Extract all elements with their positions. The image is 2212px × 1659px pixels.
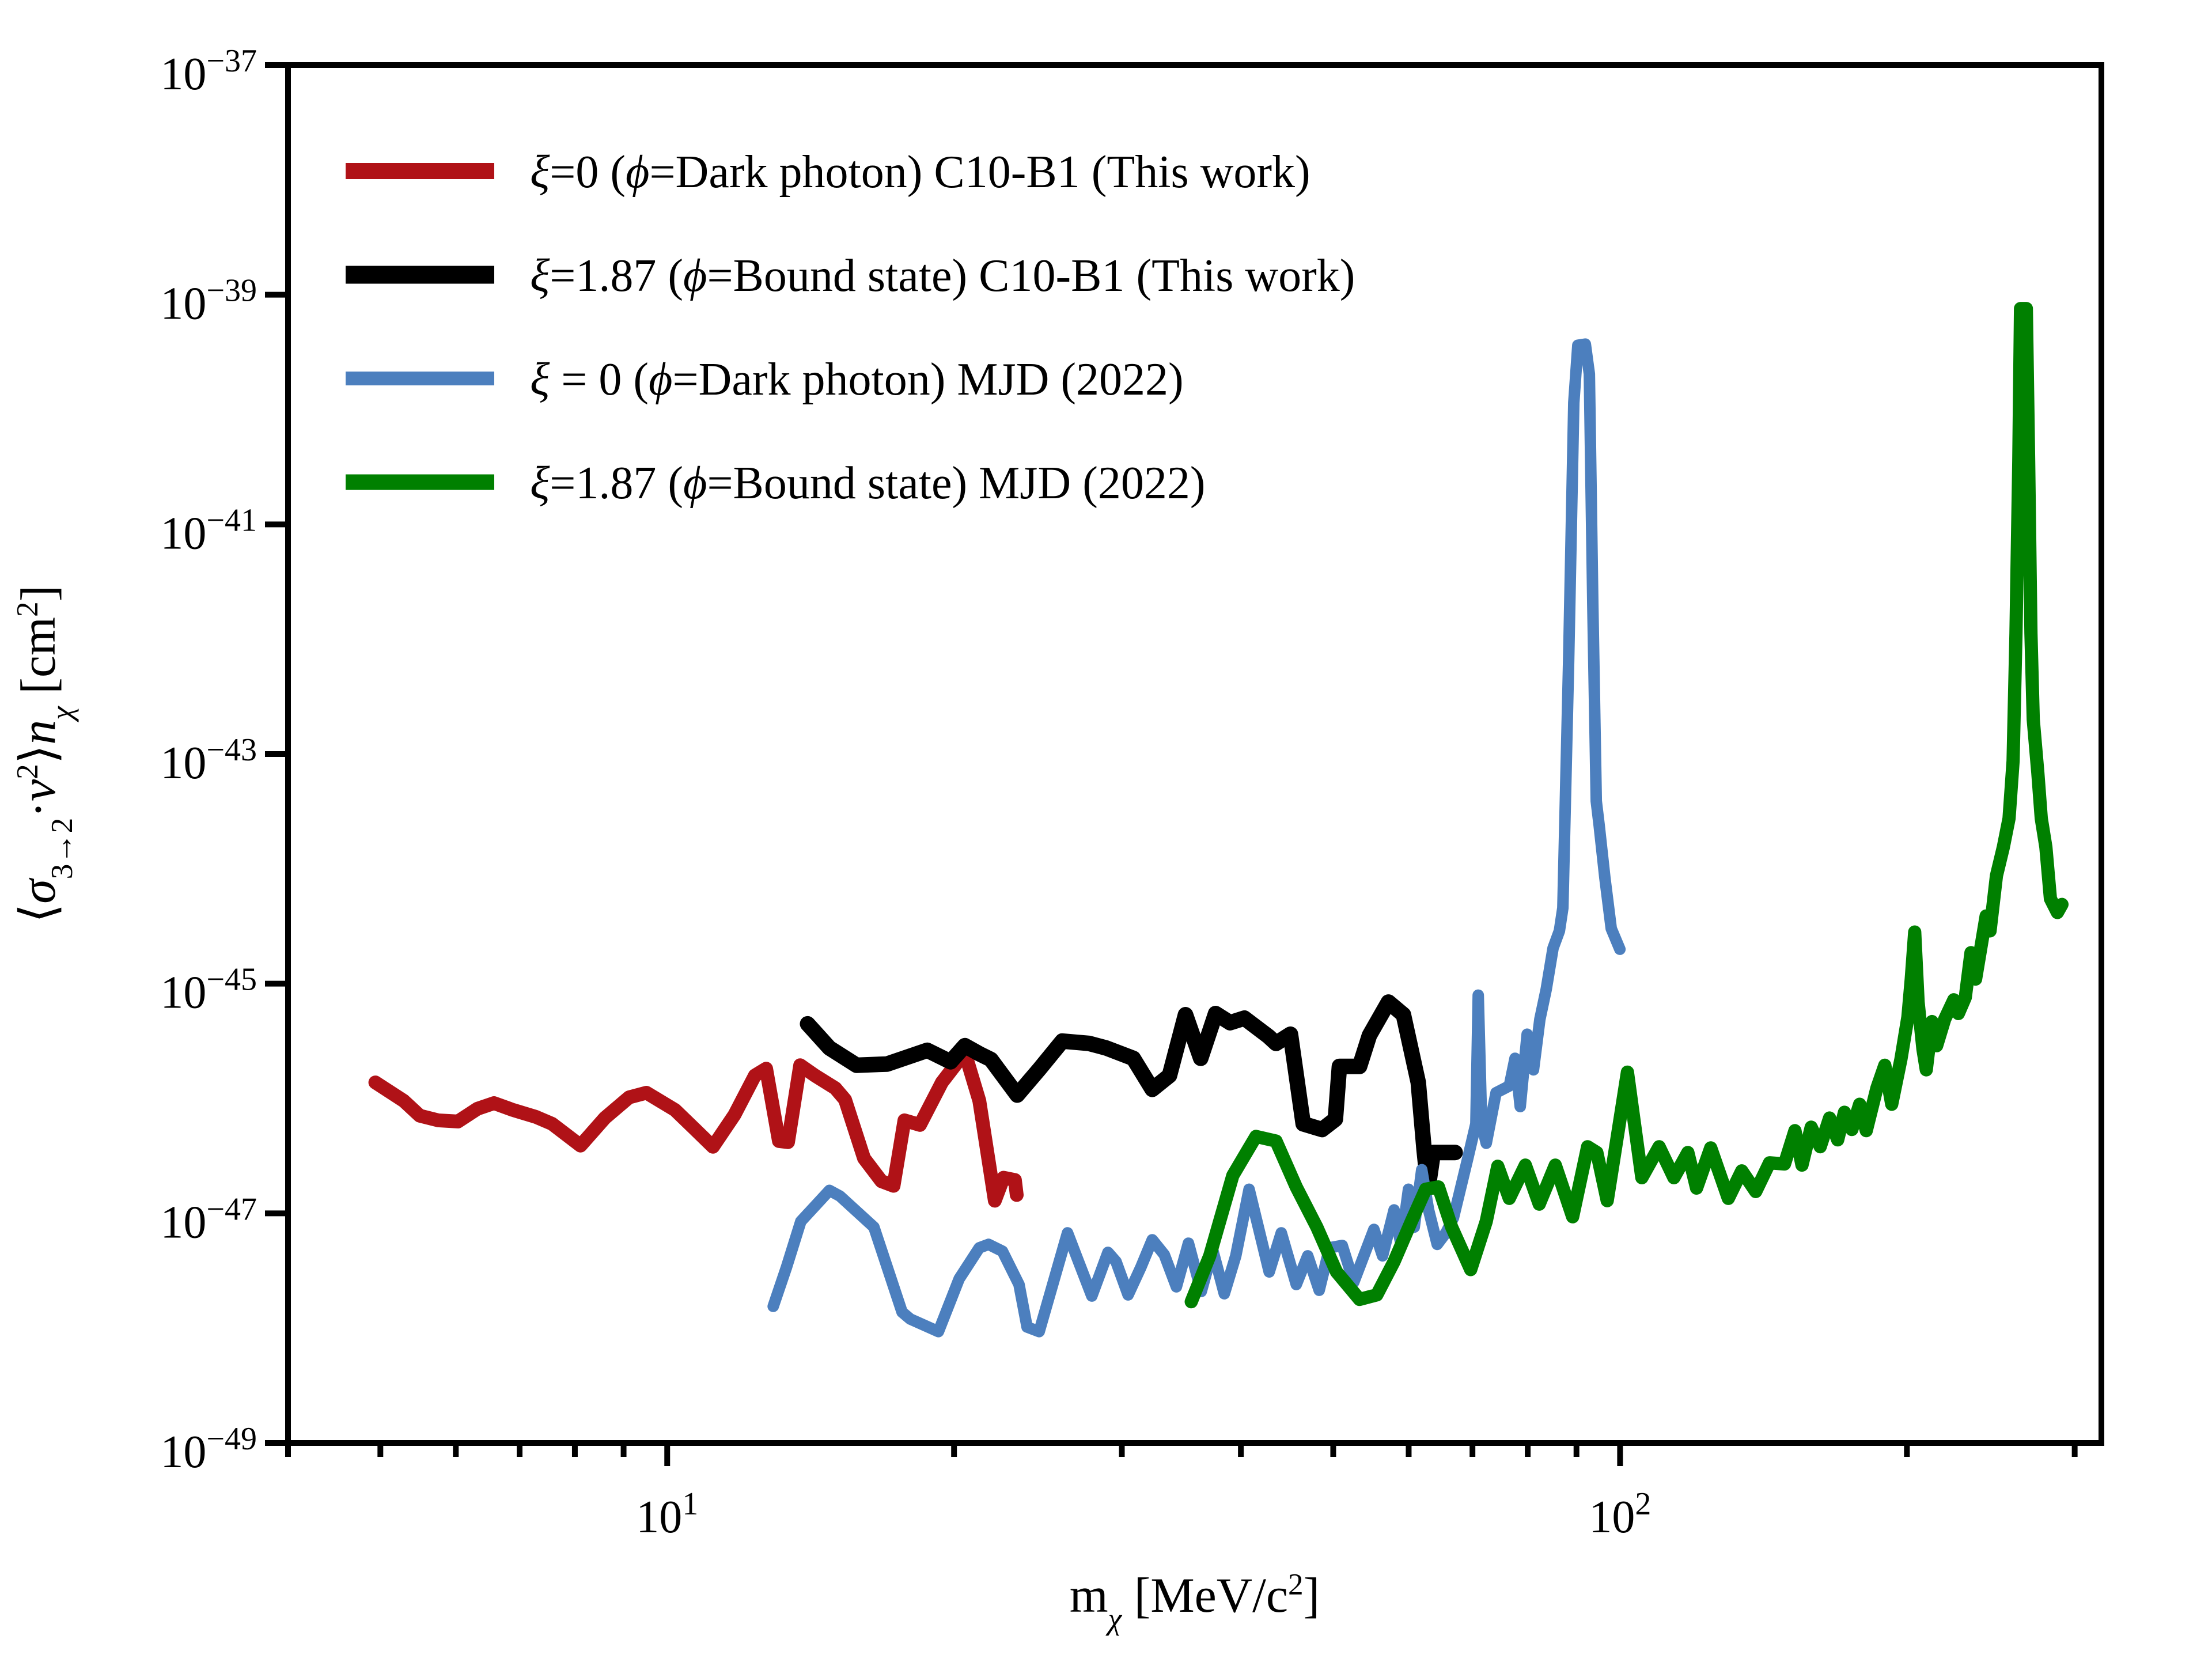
x-axis-label: mχ [MeV/c2] bbox=[1070, 1567, 1320, 1636]
series-line-xi0-c10b1 bbox=[368, 1046, 1024, 1208]
legend-label-xi0-c10b1: ξ=0 (ϕ=Dark photon) C10-B1 (This work) bbox=[530, 147, 1310, 198]
axis-ticks: 101 102 10−37 10−39 10−41 10−43 10−45 10−47 10−4… bbox=[160, 43, 2078, 1543]
legend: ξ=0 (ϕ=Dark photon) C10-B1 (This work) ξ=… bbox=[346, 147, 1355, 509]
legend-label-xi187-mjd: ξ=1.87 (ϕ=Bound state) MJD (2022) bbox=[530, 458, 1205, 509]
y-tick-label: 10−49 bbox=[160, 1421, 257, 1478]
y-axis-label: ⟨σ3→2·v2⟩nχ [cm2] bbox=[10, 585, 79, 923]
y-tick-label: 10−39 bbox=[160, 273, 257, 329]
series-lines bbox=[368, 302, 2069, 1338]
series-line-xi187-mjd bbox=[1184, 302, 2069, 1309]
legend-label-xi0-mjd: ξ = 0 (ϕ=Dark photon) MJD (2022) bbox=[530, 354, 1184, 405]
y-tick-label: 10−45 bbox=[160, 962, 257, 1018]
y-tick-label: 10−37 bbox=[160, 43, 257, 100]
axis-labels: mχ [MeV/c2] ⟨σ3→2·v2⟩nχ [cm2] bbox=[10, 585, 1320, 1636]
x-tick-label: 101 bbox=[636, 1486, 698, 1543]
y-tick-label: 10−41 bbox=[160, 502, 257, 559]
y-tick-label: 10−43 bbox=[160, 732, 257, 789]
series-line-xi187-c10b1 bbox=[800, 994, 1463, 1196]
legend-label-xi187-c10b1: ξ=1.87 (ϕ=Bound state) C10-B1 (This work… bbox=[530, 251, 1355, 301]
series-line-xi0-mjd bbox=[767, 338, 1626, 1338]
y-tick-label: 10−47 bbox=[160, 1191, 257, 1248]
x-tick-label: 102 bbox=[1589, 1486, 1651, 1543]
